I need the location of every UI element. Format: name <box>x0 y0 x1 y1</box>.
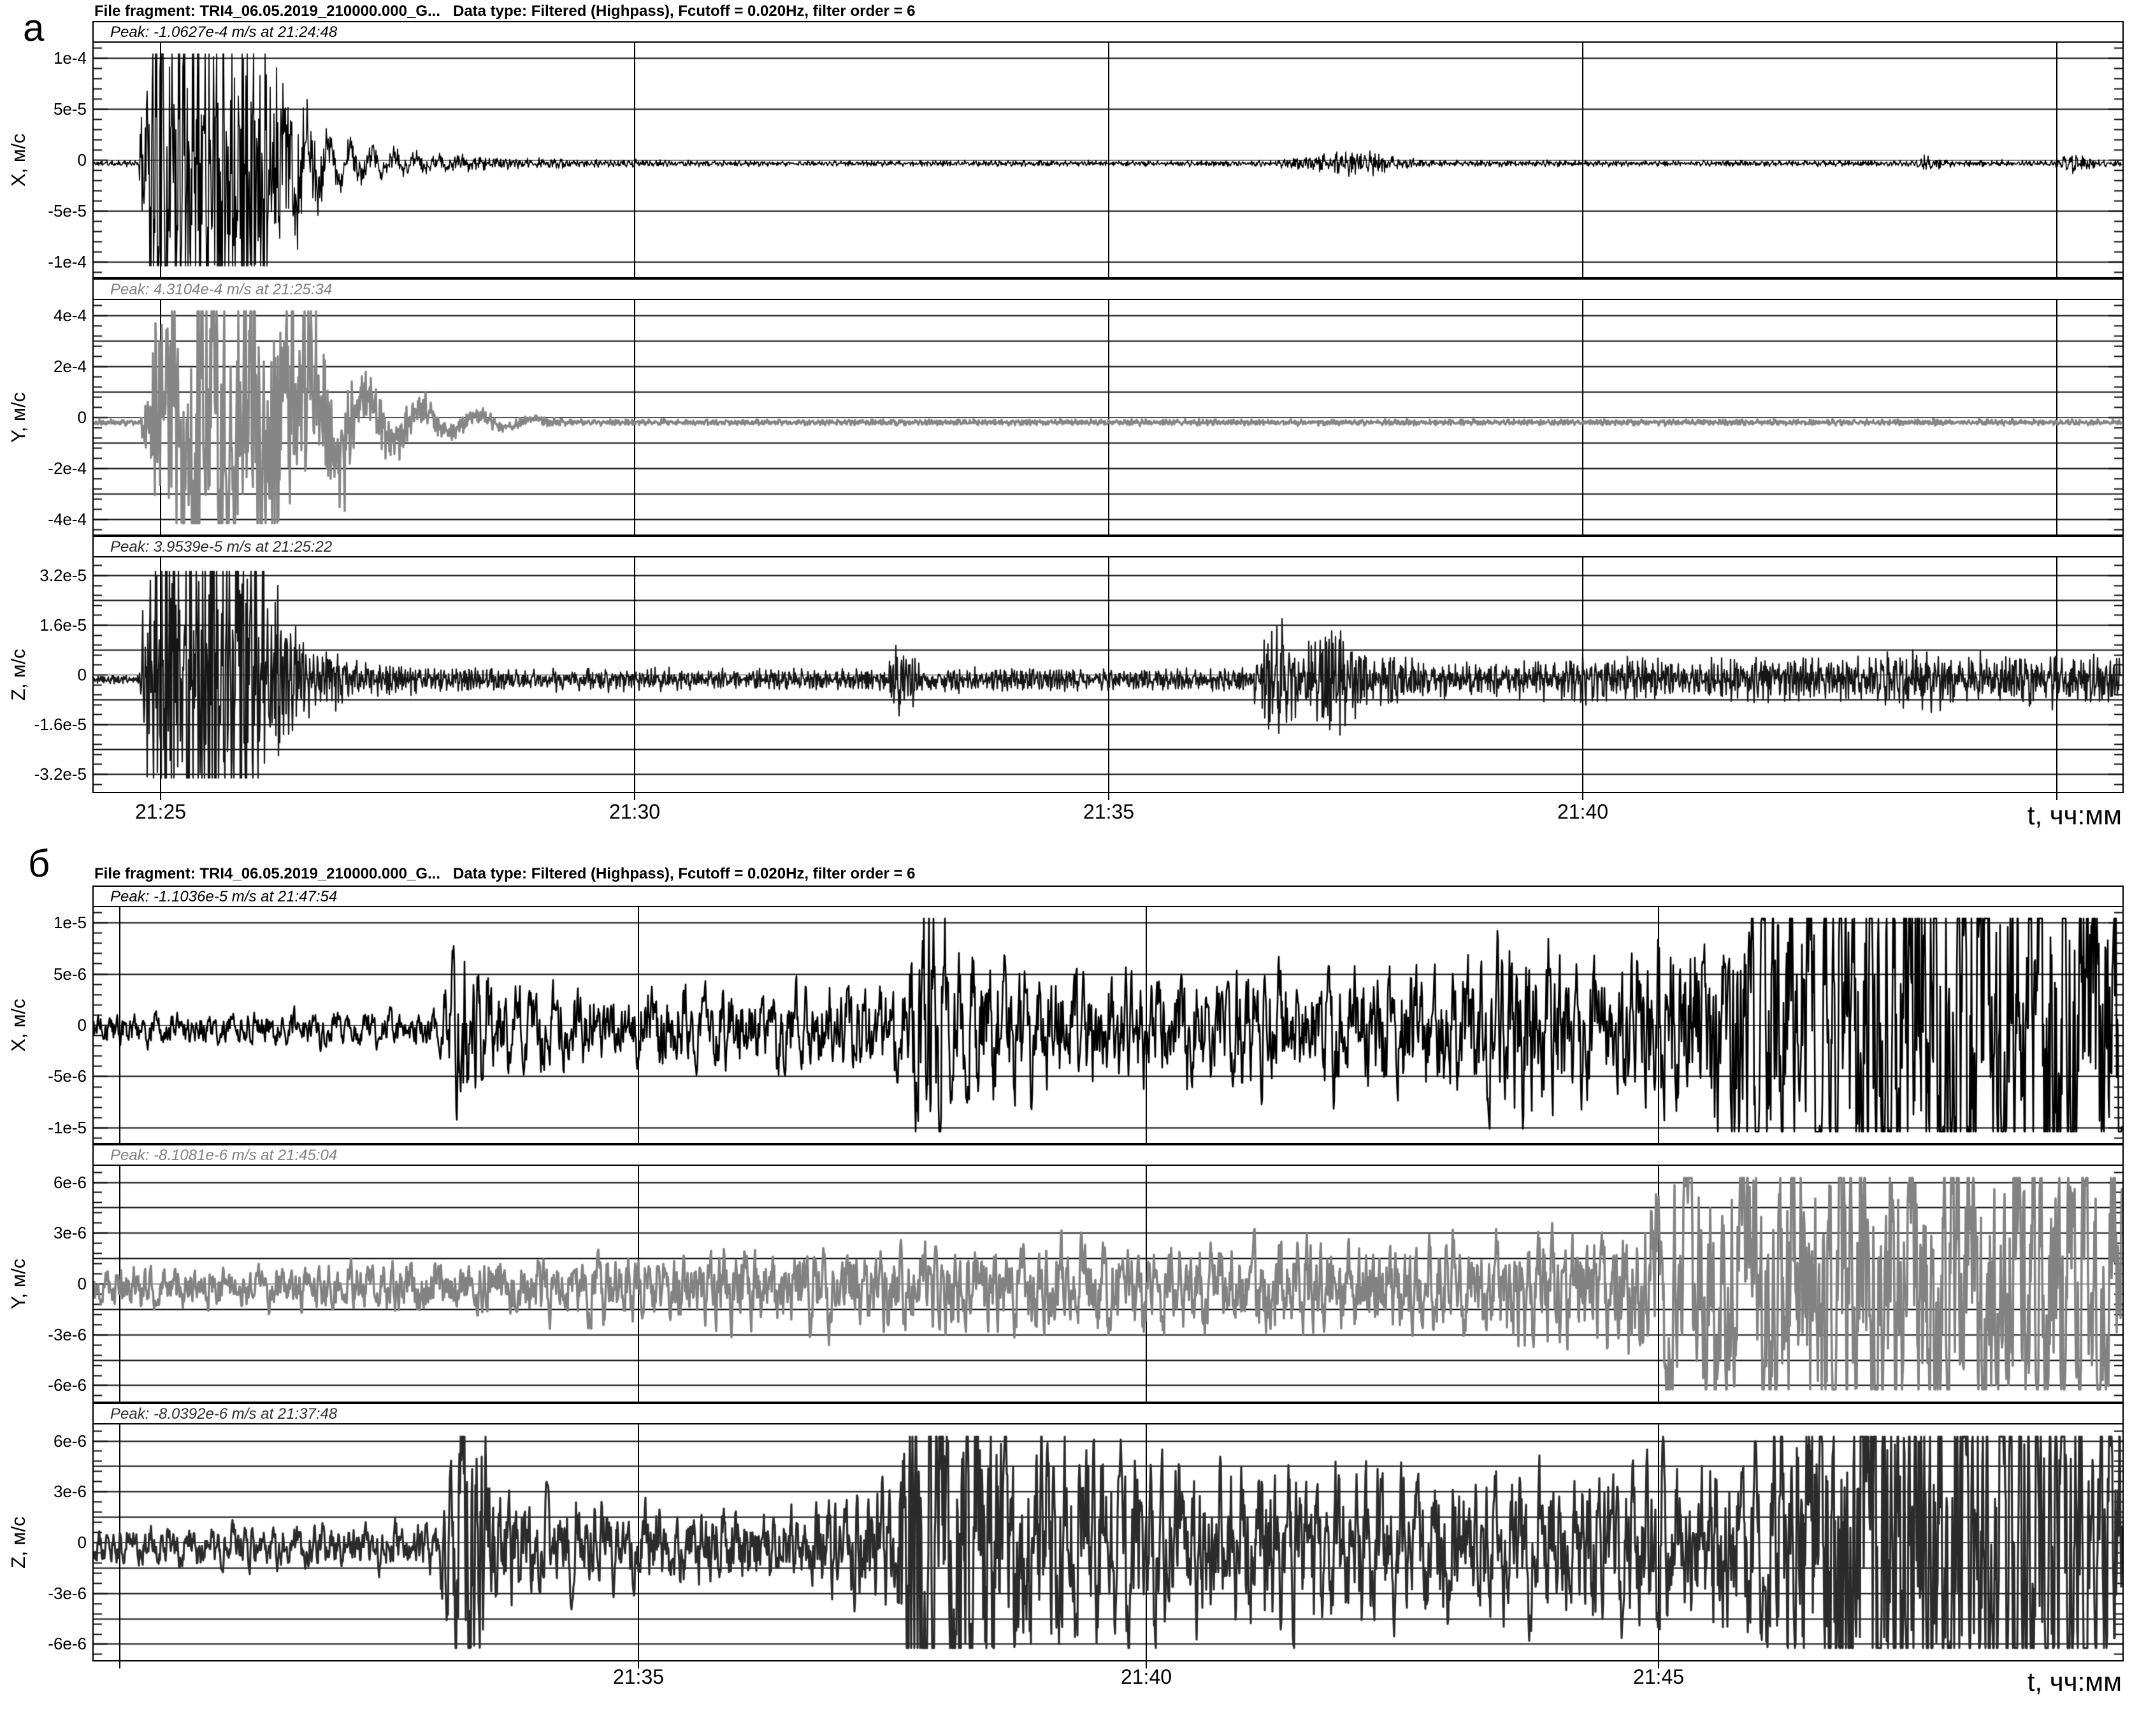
panel-a-letter: a <box>23 6 45 49</box>
x-tick-mark <box>638 1661 639 1668</box>
peak-label: Peak: -8.0392e-6 m/s at 21:37:48 <box>110 1405 338 1423</box>
waveform-canvas-b-z <box>94 1424 2122 1660</box>
y-tick-label: 3e-6 <box>53 1482 87 1501</box>
peak-label: Peak: -1.1036e-5 m/s at 21:47:54 <box>110 888 338 905</box>
y-tick-label: -4e-4 <box>48 510 87 529</box>
y-tick-label: 5e-6 <box>53 965 87 984</box>
peak-label: Peak: -8.1081e-6 m/s at 21:45:04 <box>110 1147 338 1164</box>
y-tick-label: 1.6e-5 <box>40 615 87 635</box>
peak-label: Peak: -1.0627e-4 m/s at 21:24:48 <box>110 24 338 41</box>
y-tick-label: 1e-5 <box>53 913 87 932</box>
x-tick-mark <box>119 1661 120 1668</box>
peak-strip: Peak: -8.1081e-6 m/s at 21:45:04 <box>94 1145 2122 1166</box>
peak-label: Peak: 4.3104e-4 m/s at 21:25:34 <box>110 281 333 298</box>
y-tick-label: 0 <box>77 1274 87 1293</box>
x-tick-mark <box>160 793 161 800</box>
y-tick-label: 2e-4 <box>53 357 87 376</box>
panel-a-header: File fragment: TRI4_06.05.2019_210000.00… <box>94 3 916 20</box>
peak-label: Peak: 3.9539e-5 m/s at 21:25:22 <box>110 538 333 556</box>
y-tick-label: 5e-5 <box>53 99 87 118</box>
waveform-canvas-b-x <box>94 907 2122 1143</box>
panel-b-header: File fragment: TRI4_06.05.2019_210000.00… <box>94 865 916 882</box>
y-tick-label: 0 <box>77 1015 87 1035</box>
y-tick-label: 6e-6 <box>53 1173 87 1192</box>
subpanel-b-z: Peak: -8.0392e-6 m/s at 21:37:48 <box>92 1403 2124 1661</box>
y-tick-label: -6e-6 <box>48 1375 87 1395</box>
subpanel-b-y: Peak: -8.1081e-6 m/s at 21:45:04 <box>92 1144 2124 1403</box>
x-tick-mark <box>634 793 635 800</box>
subpanel-a-z: Peak: 3.9539e-5 m/s at 21:25:22 <box>92 536 2124 793</box>
x-tick-mark <box>1582 793 1583 800</box>
panel-a-plot: Peak: -1.0627e-4 m/s at 21:24:48 Peak: 4… <box>92 21 2124 793</box>
y-tick-label: -3e-6 <box>48 1584 87 1603</box>
panel-b-plot: Peak: -1.1036e-5 m/s at 21:47:54 Peak: -… <box>92 886 2124 1661</box>
x-tick-label: 21:25 <box>134 800 187 823</box>
y-tick-label: 6e-6 <box>53 1431 87 1451</box>
y-tick-label: 4e-4 <box>53 306 87 325</box>
y-tick-label: -2e-4 <box>48 459 87 478</box>
x-tick-mark <box>1658 1661 1659 1668</box>
subpanel-b-x: Peak: -1.1036e-5 m/s at 21:47:54 <box>92 886 2124 1144</box>
y-tick-label: 3e-6 <box>53 1223 87 1242</box>
x-tick-label: 21:35 <box>612 1665 665 1688</box>
y-tick-label: 3.2e-5 <box>40 566 87 585</box>
y-tick-label: -3.2e-5 <box>34 764 87 784</box>
y-tick-label: 1e-4 <box>53 48 87 68</box>
y-tick-label: -6e-6 <box>48 1634 87 1653</box>
x-tick-label: 21:30 <box>609 800 661 823</box>
waveform-canvas-a-y <box>94 300 2122 534</box>
peak-strip: Peak: 4.3104e-4 m/s at 21:25:34 <box>94 280 2122 300</box>
peak-strip: Peak: -8.0392e-6 m/s at 21:37:48 <box>94 1404 2122 1424</box>
panel-a-time-axis-label: t, чч:мм <box>2027 800 2122 830</box>
y-tick-label: -5e-5 <box>48 201 87 220</box>
peak-strip: Peak: 3.9539e-5 m/s at 21:25:22 <box>94 537 2122 557</box>
y-tick-label: -3e-6 <box>48 1325 87 1344</box>
y-tick-label: -5e-6 <box>48 1066 87 1086</box>
subpanel-a-x: Peak: -1.0627e-4 m/s at 21:24:48 <box>92 21 2124 278</box>
x-tick-label: 21:40 <box>1120 1665 1172 1688</box>
y-tick-label: -1e-4 <box>48 252 87 271</box>
panel-b-letter: б <box>28 842 50 885</box>
x-tick-label: 21:35 <box>1083 800 1135 823</box>
y-tick-label: -1.6e-5 <box>34 715 87 734</box>
x-tick-mark <box>1108 793 1109 800</box>
x-tick-mark <box>2056 793 2057 800</box>
waveform-canvas-a-z <box>94 557 2122 792</box>
y-tick-label: -1e-5 <box>48 1118 87 1137</box>
y-tick-label: 0 <box>77 665 87 684</box>
y-tick-label: 0 <box>77 1533 87 1552</box>
peak-strip: Peak: -1.1036e-5 m/s at 21:47:54 <box>94 887 2122 907</box>
x-tick-mark <box>1146 1661 1147 1668</box>
waveform-canvas-a-x <box>94 43 2122 277</box>
subpanel-a-y: Peak: 4.3104e-4 m/s at 21:25:34 <box>92 278 2124 536</box>
y-tick-label: 0 <box>77 408 87 427</box>
peak-strip: Peak: -1.0627e-4 m/s at 21:24:48 <box>94 22 2122 43</box>
panel-b-time-axis-label: t, чч:мм <box>2027 1667 2122 1697</box>
waveform-canvas-b-y <box>94 1166 2122 1402</box>
y-tick-label: 0 <box>77 150 87 169</box>
x-tick-label: 21:40 <box>1557 800 1609 823</box>
x-tick-label: 21:45 <box>1632 1665 1685 1688</box>
